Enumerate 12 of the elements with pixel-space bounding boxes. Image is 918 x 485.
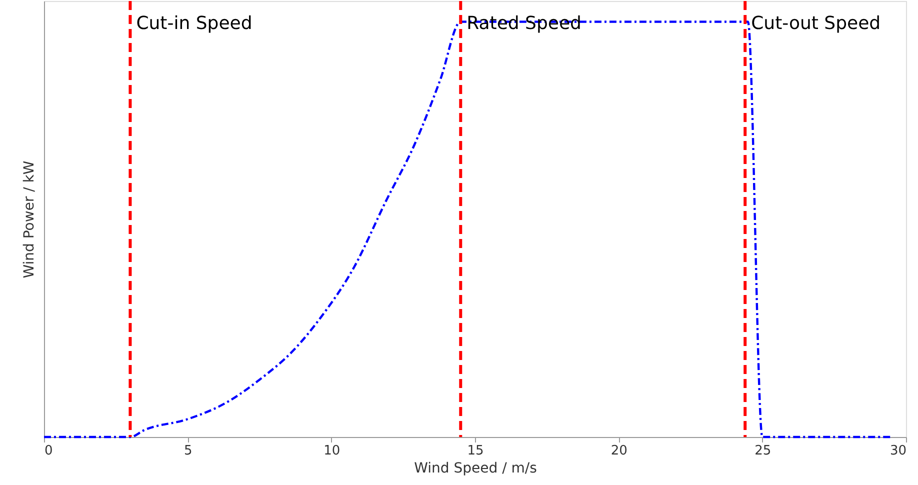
x-tick-label: 0 [44, 444, 53, 458]
y-axis-title: Wind Power / kW [22, 160, 38, 278]
x-tick-label: 30 [890, 444, 906, 458]
x-axis-title: Wind Speed / m/s [414, 460, 537, 476]
x-tick-label: 15 [467, 444, 484, 458]
x-tick-label: 5 [184, 444, 192, 458]
x-tick-label: 10 [324, 444, 340, 458]
ref-line-label: Cut-out Speed [751, 13, 881, 34]
ref-line-label: Cut-in Speed [136, 13, 252, 34]
x-tick-label: 25 [754, 444, 772, 458]
ref-line-label: Rated Speed [466, 13, 582, 34]
x-tick-label: 20 [610, 444, 628, 458]
